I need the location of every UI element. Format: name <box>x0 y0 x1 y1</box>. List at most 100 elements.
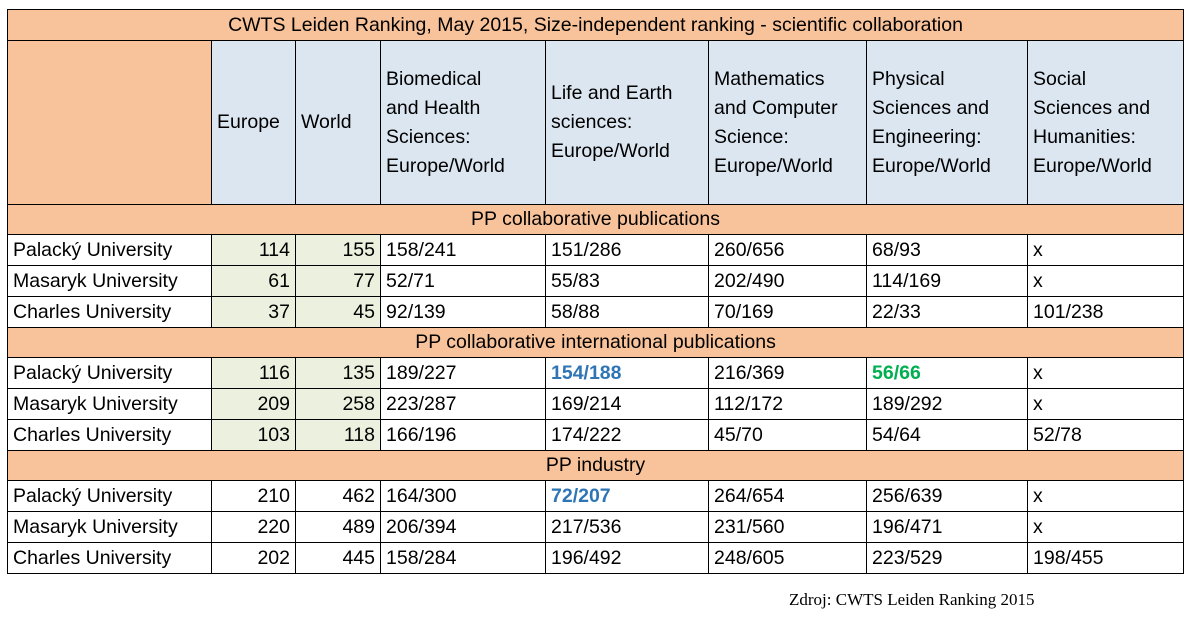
section-row: PP collaborative publications <box>6 204 1185 235</box>
life-rank: 174/222 <box>545 419 709 451</box>
europe-rank: 37 <box>211 296 296 328</box>
math-rank: 231/560 <box>708 511 867 543</box>
section-title: PP collaborative international publicati… <box>6 327 1185 358</box>
table-row: Charles University 37 45 92/139 58/88 70… <box>7 296 1185 328</box>
world-rank: 118 <box>295 419 381 451</box>
header-line: Europe/World <box>551 140 670 162</box>
header-line: Sciences and <box>1033 96 1151 119</box>
math-rank: 264/654 <box>708 480 867 512</box>
header-row: Europe World Biomedical and Health Scien… <box>7 40 1185 205</box>
math-rank: 45/70 <box>708 419 867 451</box>
social-rank: x <box>1026 265 1185 297</box>
social-rank: x <box>1026 234 1185 266</box>
header-line: Science: <box>714 125 789 148</box>
world-rank: 77 <box>295 265 381 297</box>
europe-rank: 202 <box>211 542 296 574</box>
biomed-rank: 158/241 <box>380 234 546 266</box>
europe-rank: 61 <box>211 265 296 297</box>
math-rank: 70/169 <box>708 296 867 328</box>
world-rank: 445 <box>295 542 381 574</box>
phys-rank: 223/529 <box>866 542 1028 574</box>
biomed-rank: 92/139 <box>380 296 546 328</box>
header-line: Physical <box>872 67 945 90</box>
header-line: Engineering: <box>872 125 982 148</box>
header-line: Sciences: <box>386 125 471 148</box>
biomed-rank: 158/284 <box>380 542 546 574</box>
section-title: PP collaborative publications <box>6 204 1185 235</box>
header-line: Europe/World <box>872 154 991 177</box>
phys-rank: 189/292 <box>866 388 1028 420</box>
header-line: Life and Earth <box>551 82 673 104</box>
header-line: and Computer <box>714 96 838 119</box>
table-row: Masaryk University 220 489 206/394 217/5… <box>7 511 1185 543</box>
table-row: Palacký University 114 155 158/241 151/2… <box>7 234 1185 266</box>
header-world: World <box>295 40 381 205</box>
header-math-cs: Mathematics and Computer Science: Europe… <box>708 40 867 205</box>
university-name: Masaryk University <box>7 265 212 297</box>
phys-rank: 68/93 <box>866 234 1028 266</box>
header-physical: Physical Sciences and Engineering: Europ… <box>866 40 1028 205</box>
header-blank-cell <box>7 40 212 205</box>
header-line: Biomedical <box>386 67 482 90</box>
header-biomedical: Biomedical and Health Sciences: Europe/W… <box>380 40 546 205</box>
header-line: and Health <box>386 96 481 119</box>
university-name: Masaryk University <box>7 511 212 543</box>
biomed-rank: 166/196 <box>380 419 546 451</box>
europe-rank: 116 <box>211 357 296 389</box>
table-row: Charles University 103 118 166/196 174/2… <box>7 419 1185 451</box>
life-rank: 196/492 <box>545 542 709 574</box>
ranking-table: CWTS Leiden Ranking, May 2015, Size-inde… <box>6 9 1185 574</box>
math-rank: 260/656 <box>708 234 867 266</box>
life-rank: 55/83 <box>545 265 709 297</box>
header-europe: Europe <box>211 40 296 205</box>
social-rank: x <box>1026 511 1185 543</box>
math-rank: 202/490 <box>708 265 867 297</box>
life-rank: 151/286 <box>545 234 709 266</box>
source-note: Zdroj: CWTS Leiden Ranking 2015 <box>789 590 1035 609</box>
biomed-rank: 206/394 <box>380 511 546 543</box>
university-name: Charles University <box>7 419 212 451</box>
university-name: Palacký University <box>7 234 212 266</box>
section-title: PP industry <box>6 450 1185 481</box>
world-rank: 258 <box>295 388 381 420</box>
social-rank: x <box>1026 357 1185 389</box>
header-line: Sciences and <box>872 96 990 119</box>
world-rank: 155 <box>295 234 381 266</box>
header-line: Europe/World <box>714 154 833 177</box>
social-rank: 52/78 <box>1026 419 1185 451</box>
phys-rank: 196/471 <box>866 511 1028 543</box>
table-row: Masaryk University 61 77 52/71 55/83 202… <box>7 265 1185 297</box>
phys-rank-highlight: 56/66 <box>866 357 1028 389</box>
table-row: Charles University 202 445 158/284 196/4… <box>7 542 1185 574</box>
world-rank: 489 <box>295 511 381 543</box>
social-rank: 198/455 <box>1026 542 1185 574</box>
life-rank-highlight: 154/188 <box>545 357 709 389</box>
europe-rank: 114 <box>211 234 296 266</box>
phys-rank: 256/639 <box>866 480 1028 512</box>
europe-rank: 210 <box>211 480 296 512</box>
math-rank: 216/369 <box>708 357 867 389</box>
header-line: Europe/World <box>386 154 505 177</box>
math-rank: 248/605 <box>708 542 867 574</box>
life-rank-highlight: 72/207 <box>545 480 709 512</box>
header-life-earth: Life and Earth sciences: Europe/World <box>545 40 709 205</box>
university-name: Palacký University <box>7 480 212 512</box>
phys-rank: 22/33 <box>866 296 1028 328</box>
header-line: Mathematics <box>714 67 825 90</box>
header-line: Social <box>1033 67 1087 90</box>
university-name: Masaryk University <box>7 388 212 420</box>
header-line: sciences: <box>551 111 633 133</box>
social-rank: x <box>1026 480 1185 512</box>
social-rank: x <box>1026 388 1185 420</box>
university-name: Palacký University <box>7 357 212 389</box>
life-rank: 217/536 <box>545 511 709 543</box>
social-rank: 101/238 <box>1026 296 1185 328</box>
header-line: Humanities: <box>1033 125 1136 148</box>
europe-rank: 220 <box>211 511 296 543</box>
header-social: Social Sciences and Humanities: Europe/W… <box>1026 40 1185 205</box>
table-row: Palacký University 116 135 189/227 154/1… <box>7 357 1185 389</box>
section-row: PP industry <box>6 450 1185 481</box>
table-row: Masaryk University 209 258 223/287 169/2… <box>7 388 1185 420</box>
university-name: Charles University <box>7 542 212 574</box>
section-row: PP collaborative international publicati… <box>6 327 1185 358</box>
